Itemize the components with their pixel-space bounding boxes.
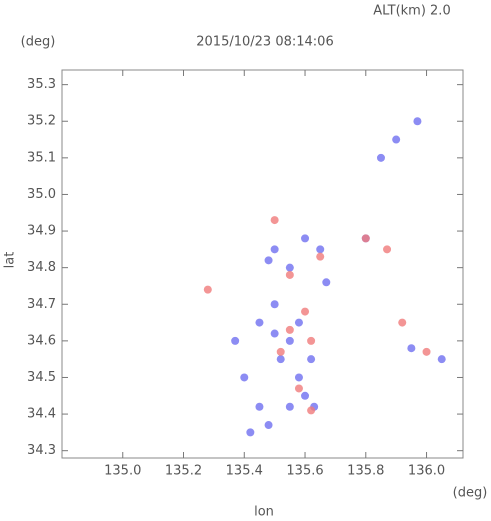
echo-point (285, 325, 294, 334)
y-tick-label: 34.7 (27, 297, 56, 312)
y-axis-label: lat (3, 252, 18, 269)
echo-point (270, 300, 279, 309)
x-tick-label: 135.0 (104, 464, 141, 479)
echo-point (307, 406, 316, 415)
x-tick-label: 135.8 (347, 464, 384, 479)
echo-point (285, 336, 294, 345)
echo-point (307, 355, 316, 364)
x-axis-label: lon (254, 505, 274, 520)
echo-point (301, 307, 310, 316)
y-tick-label: 34.6 (27, 333, 56, 348)
x-tick-label: 135.2 (165, 464, 202, 479)
echo-point (407, 344, 416, 353)
echo-point (376, 153, 385, 162)
x-tick-label: 135.4 (226, 464, 263, 479)
echo-point (255, 402, 264, 411)
echo-point (285, 263, 294, 272)
echo-point (437, 355, 446, 364)
chart-title: 2015/10/23 08:14:06 (196, 35, 333, 50)
subtitle: ALT(km) 2.0 (373, 4, 450, 19)
echo-point (285, 402, 294, 411)
x-unit: (deg) (453, 486, 488, 501)
plot-frame (61, 69, 464, 459)
y-tick-label: 34.4 (27, 407, 56, 422)
y-tick-label: 34.9 (27, 224, 56, 239)
y-tick-label: 35.2 (27, 114, 56, 129)
echo-point (276, 355, 285, 364)
echo-point (383, 245, 392, 254)
echo-point (294, 384, 303, 393)
echo-point (246, 428, 255, 437)
echo-point (270, 245, 279, 254)
echo-point (276, 347, 285, 356)
echo-point (413, 117, 422, 126)
y-unit: (deg) (21, 35, 56, 50)
echo-point (398, 318, 407, 327)
x-tick-label: 135.6 (286, 464, 323, 479)
echo-point (422, 347, 431, 356)
y-tick-label: 34.5 (27, 370, 56, 385)
echo-point (301, 234, 310, 243)
echo-point (240, 373, 249, 382)
echo-point (264, 421, 273, 430)
echo-point (264, 256, 273, 265)
echo-point (270, 329, 279, 338)
echo-point (316, 252, 325, 261)
echo-point (322, 278, 331, 287)
x-tick-label: 136.0 (408, 464, 445, 479)
y-tick-label: 35.0 (27, 187, 56, 202)
echo-point (392, 135, 401, 144)
echo-point (203, 285, 212, 294)
y-tick-label: 34.3 (27, 443, 56, 458)
echo-point (301, 391, 310, 400)
echo-point (294, 318, 303, 327)
echo-point (361, 234, 370, 243)
echo-point (270, 216, 279, 225)
y-tick-label: 35.1 (27, 150, 56, 165)
echo-point (231, 336, 240, 345)
echo-point (255, 318, 264, 327)
y-tick-label: 35.3 (27, 77, 56, 92)
echo-point (316, 245, 325, 254)
echo-point (285, 270, 294, 279)
y-tick-label: 34.8 (27, 260, 56, 275)
echo-point (307, 336, 316, 345)
echo-point (294, 373, 303, 382)
